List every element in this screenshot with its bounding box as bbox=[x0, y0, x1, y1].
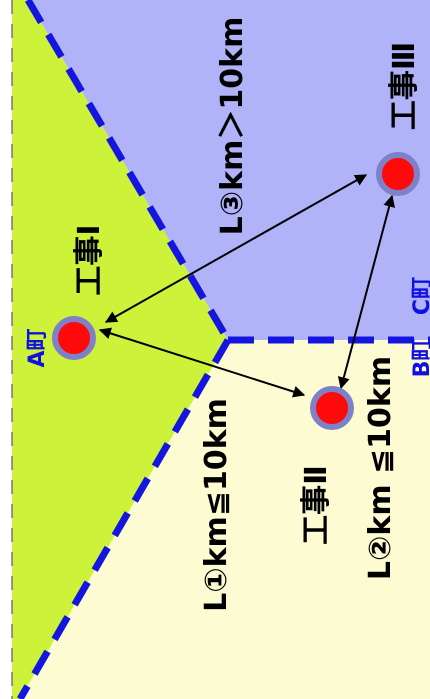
arrow-two-three bbox=[337, 194, 396, 390]
distance-l2-label: L②km ≦10km bbox=[363, 356, 398, 580]
arrow-one-three bbox=[104, 174, 368, 323]
site-one-label: 工事Ⅰ bbox=[72, 224, 107, 295]
town-b-region bbox=[20, 340, 430, 699]
site-two-marker bbox=[310, 386, 354, 430]
distance-l1-label: L①km≦10km bbox=[199, 398, 234, 612]
town-b-label: B町 bbox=[410, 339, 430, 378]
site-three-marker bbox=[376, 152, 420, 196]
boundary-a-b bbox=[16, 338, 232, 699]
town-c-label: C町 bbox=[410, 277, 430, 315]
distance-arrows bbox=[98, 174, 396, 398]
site-three-label: 工事Ⅲ bbox=[387, 42, 422, 130]
site-markers bbox=[52, 152, 420, 430]
arrow-one-two bbox=[98, 327, 306, 398]
town-a-label: A町 bbox=[25, 328, 50, 367]
left-margin bbox=[0, 0, 12, 699]
distance-l3-label: L③km＞10km bbox=[215, 17, 250, 236]
site-two-label: 工事Ⅱ bbox=[299, 465, 334, 545]
site-one-marker bbox=[52, 316, 96, 360]
